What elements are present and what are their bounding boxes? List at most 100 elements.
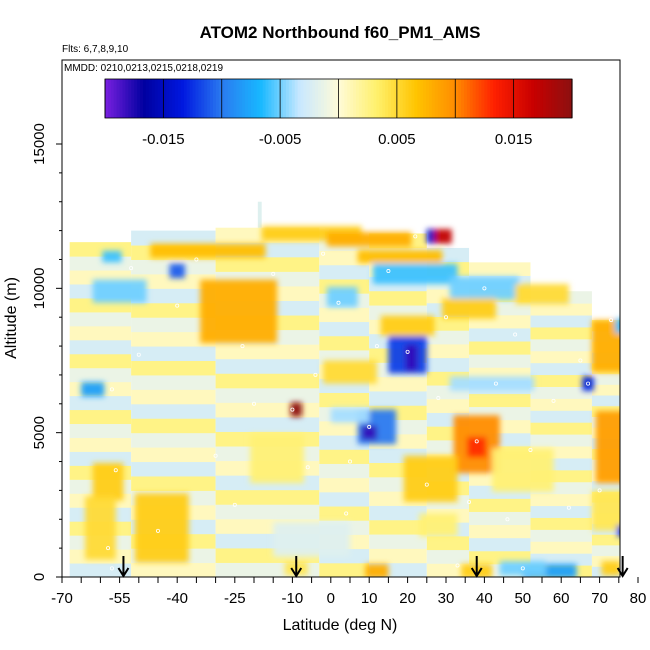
- colorbar-segment: [548, 79, 553, 118]
- colorbar-segment: [411, 79, 415, 118]
- colorbar-segment: [323, 79, 328, 118]
- heatmap-cell: [131, 403, 216, 419]
- heatmap-cell: [530, 315, 592, 328]
- heatmap-anomaly: [405, 344, 418, 371]
- colorbar-segment: [329, 79, 334, 118]
- colorbar-segment: [428, 79, 433, 118]
- heatmap-cell: [69, 353, 132, 369]
- heatmap-cell: [131, 432, 216, 448]
- colorbar-segment: [145, 79, 150, 118]
- colorbar-segment: [256, 79, 261, 118]
- heatmap-cell: [69, 256, 132, 271]
- heatmap-anomaly: [102, 250, 122, 263]
- flights-label: Flts: 6,7,8,9,10: [62, 44, 129, 55]
- colorbar-segment: [320, 79, 325, 118]
- sample-point: [629, 567, 632, 570]
- colorbar-segment: [554, 79, 559, 118]
- sample-point: [347, 459, 352, 464]
- heatmap-cell: [469, 498, 531, 512]
- colorbar-segment: [312, 79, 316, 118]
- colorbar-segment: [274, 79, 278, 118]
- heatmap-cell: [131, 230, 216, 246]
- colorbar-segment: [420, 79, 424, 118]
- colorbar-segment: [525, 79, 529, 118]
- sample-point: [155, 528, 160, 533]
- colorbar-segment: [519, 79, 523, 118]
- heatmap-cell: [69, 563, 132, 577]
- heatmap-cell: [319, 477, 370, 493]
- colorbar-segment: [192, 79, 197, 118]
- colorbar-segment: [157, 79, 162, 118]
- heatmap-anomaly: [361, 425, 377, 440]
- colorbar-segment: [446, 79, 451, 118]
- colorbar-segment: [499, 79, 503, 118]
- colorbar-segment: [405, 79, 410, 118]
- colorbar-segment: [388, 79, 392, 118]
- sample-point: [313, 372, 318, 377]
- heatmap-anomaly: [403, 455, 458, 502]
- heatmap-anomaly: [601, 561, 620, 576]
- colorbar-segment: [539, 79, 544, 118]
- sample-point: [436, 396, 441, 401]
- sample-point: [175, 303, 180, 308]
- colorbar-tick-label: -0.015: [142, 131, 185, 148]
- colorbar-segment: [513, 79, 518, 118]
- colorbar-segment: [414, 79, 418, 118]
- sample-point: [609, 318, 614, 323]
- colorbar-segment: [239, 79, 243, 118]
- x-tick-label: 80: [630, 590, 647, 607]
- x-axis: -70 -55 -40 -25 -10 0 10 20 30 40 50 60 70 80: [51, 577, 647, 607]
- dates-label: MMDD: 0210,0213,0215,0218,0219: [64, 63, 223, 74]
- colorbar-segment: [169, 79, 173, 118]
- colorbar-segment: [443, 79, 448, 118]
- heatmap-cell: [469, 341, 531, 355]
- heatmap-cell: [215, 489, 320, 505]
- colorbar-segment: [128, 79, 132, 118]
- x-tick-label: 60: [553, 590, 570, 607]
- heatmap-anomaly: [492, 448, 554, 492]
- colorbar-segment: [341, 79, 345, 118]
- colorbar-segment: [370, 79, 375, 118]
- colorbar-segment: [326, 79, 331, 118]
- colorbar-segment: [379, 79, 383, 118]
- colorbar-segment: [175, 79, 179, 118]
- heatmap-cell: [426, 549, 470, 564]
- heatmap-cell: [215, 504, 320, 520]
- heatmap-anomaly: [515, 284, 569, 305]
- heatmap-cell: [469, 524, 531, 539]
- colorbar-segment: [134, 79, 138, 118]
- x-axis-label: Latitude (deg N): [283, 617, 398, 634]
- colorbar-segment: [250, 79, 255, 118]
- heatmap-cell: [369, 505, 427, 521]
- heatmap-anomaly: [357, 250, 443, 264]
- colorbar-segment: [344, 79, 348, 118]
- heatmap-cell: [131, 346, 216, 361]
- x-tick-label: 50: [514, 590, 531, 607]
- x-tick-label: -70: [51, 590, 73, 607]
- sample-point: [344, 511, 349, 516]
- colorbar-segment: [376, 79, 380, 118]
- sample-point: [336, 300, 341, 305]
- heatmap-cell: [530, 386, 592, 399]
- sample-point: [405, 349, 410, 354]
- x-tick-label: 30: [438, 590, 455, 607]
- heatmap-cell: [319, 335, 370, 351]
- heatmap-anomaly: [467, 436, 487, 458]
- sample-point: [513, 332, 518, 337]
- y-tick-label: 15000: [31, 123, 48, 165]
- colorbar-segment: [382, 79, 386, 118]
- colorbar-segment: [183, 79, 188, 118]
- flight-arrow: [290, 556, 303, 578]
- colorbar-segment: [367, 79, 372, 118]
- heatmap-cell: [215, 344, 320, 360]
- colorbar-segment: [501, 79, 506, 118]
- heatmap-cell: [131, 302, 216, 318]
- heatmap-cell: [530, 362, 592, 376]
- sample-point: [467, 499, 472, 504]
- colorbar-segment: [510, 79, 515, 118]
- colorbar-segment: [233, 79, 237, 118]
- colorbar-segment: [440, 79, 445, 118]
- sample-points-layer: [106, 234, 632, 571]
- y-tick-label: 5000: [31, 416, 48, 449]
- colorbar-segment: [347, 79, 351, 118]
